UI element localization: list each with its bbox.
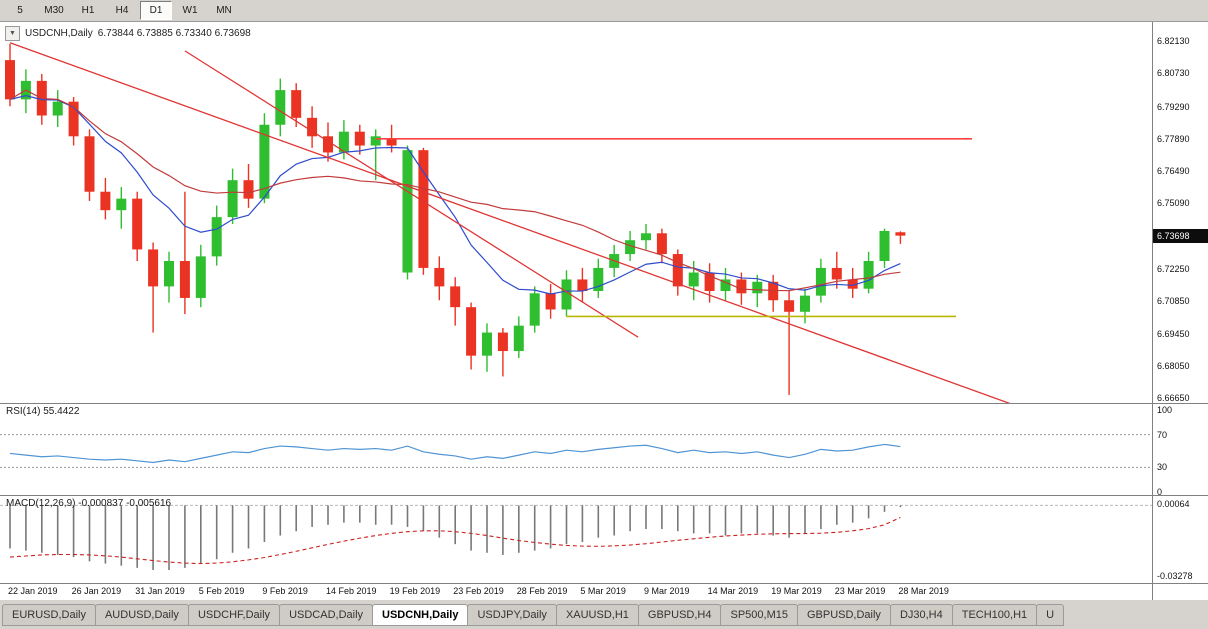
scale-label: 6.80730: [1157, 68, 1190, 79]
rsi-indicator-label: RSI(14) 55.4422: [6, 406, 80, 417]
date-axis-label: 9 Mar 2019: [644, 586, 690, 596]
chart-tab-gbpusd-h4[interactable]: GBPUSD,H4: [637, 604, 722, 626]
rsi-pane[interactable]: [0, 403, 1208, 495]
scale-label: 6.77890: [1157, 133, 1190, 144]
pane-separator: [0, 583, 1208, 584]
date-axis-label: 23 Feb 2019: [453, 586, 504, 596]
scale-label: 6.70850: [1157, 296, 1190, 307]
timeframe-button-MN[interactable]: MN: [216, 5, 232, 16]
macd-indicator-label: MACD(12,26,9) -0.000837 -0.005616: [6, 498, 172, 509]
date-axis-label: 31 Jan 2019: [135, 586, 185, 596]
price-scale-separator: [1152, 22, 1153, 600]
scale-label: 6.79290: [1157, 101, 1190, 112]
date-axis-label: 26 Jan 2019: [71, 586, 122, 596]
date-axis-label: 9 Feb 2019: [262, 586, 308, 596]
timeframe-toolbar: 5 M30 H1 H4 D1 W1 MN: [0, 0, 1208, 22]
scale-label: 70: [1157, 429, 1168, 440]
date-axis-label: 5 Mar 2019: [580, 586, 626, 596]
scale-label: 6.76490: [1157, 166, 1190, 177]
chart-tab-usdcnh-daily[interactable]: USDCNH,Daily: [372, 604, 469, 626]
scale-label: 6.75090: [1157, 198, 1190, 209]
timeframe-button-D1[interactable]: D1: [140, 1, 172, 20]
chart-tab-sp500-m15[interactable]: SP500,M15: [720, 604, 798, 626]
timeframe-button-5[interactable]: 5: [17, 5, 23, 16]
scale-label: 30: [1157, 462, 1168, 473]
chart-tab-usdjpy-daily[interactable]: USDJPY,Daily: [467, 604, 557, 626]
time-scale[interactable]: 22 Jan 2019 26 Jan 2019 31 Jan 2019 5 Feb 2…: [0, 583, 1208, 600]
date-axis-label: 19 Feb 2019: [389, 586, 441, 596]
scale-label: 6.69450: [1157, 328, 1190, 339]
date-axis-label: 28 Feb 2019: [516, 586, 568, 596]
timeframe-button-H1[interactable]: H1: [81, 5, 95, 16]
chart-tab-bar: EURUSD,Daily AUDUSD,Daily USDCHF,Daily USDC…: [0, 601, 1208, 629]
date-axis-label: 28 Mar 2019: [898, 586, 949, 596]
symbol-title: USDCNH,Daily: [25, 28, 93, 39]
chevron-down-icon[interactable]: ▼: [5, 26, 20, 41]
date-axis-label: 22 Jan 2019: [8, 586, 58, 596]
chart-tab-xauusd-h1[interactable]: XAUUSD,H1: [555, 604, 639, 626]
chart-tab-gbpusd-daily[interactable]: GBPUSD,Daily: [796, 604, 891, 626]
pane-separator[interactable]: [0, 495, 1208, 496]
pane-separator[interactable]: [0, 403, 1208, 404]
date-axis-label: 14 Mar 2019: [707, 586, 759, 596]
scale-label: 6.66650: [1157, 393, 1190, 404]
main-price-pane[interactable]: [0, 22, 1208, 403]
date-axis-label: 23 Mar 2019: [834, 586, 886, 596]
chart-tab-usdchf-daily[interactable]: USDCHF,Daily: [187, 604, 281, 626]
date-axis-label: 19 Mar 2019: [771, 586, 822, 596]
chart-tab-eurusd-daily[interactable]: EURUSD,Daily: [2, 604, 96, 626]
scale-label: -0.03278: [1157, 571, 1193, 581]
chart-tab-usdcad-daily[interactable]: USDCAD,Daily: [279, 604, 374, 626]
macd-pane[interactable]: [0, 495, 1208, 583]
symbol-ohlc-values: 6.73844 6.73885 6.73340 6.73698: [97, 28, 251, 39]
scale-label: 6.82130: [1157, 35, 1190, 46]
scale-label: 6.72250: [1157, 264, 1190, 275]
timeframe-button-H4[interactable]: H4: [115, 5, 129, 16]
date-axis-label: 14 Feb 2019: [326, 586, 377, 596]
timeframe-button-M30[interactable]: M30: [44, 5, 64, 16]
chart-tab-tech100-h1[interactable]: TECH100,H1: [951, 604, 1038, 626]
chart-tab-dj30-h4[interactable]: DJ30,H4: [889, 604, 953, 626]
scale-label: 0.00064: [1157, 499, 1190, 509]
scale-label: 100: [1157, 405, 1173, 415]
chart-background: [0, 22, 1208, 600]
chart-tab-audusd-daily[interactable]: AUDUSD,Daily: [94, 604, 189, 626]
timeframe-button-W1[interactable]: W1: [182, 5, 198, 16]
chart-tab-u[interactable]: U: [1036, 604, 1065, 626]
scale-label: 0: [1157, 487, 1163, 497]
current-price-badge: 6.73698: [1153, 228, 1208, 243]
chart-symbol-label: ▼ USDCNH,Daily 6.73844 6.73885 6.73340 6…: [5, 26, 251, 41]
date-axis-label: 5 Feb 2019: [198, 586, 245, 596]
scale-label: 6.68050: [1157, 361, 1190, 372]
